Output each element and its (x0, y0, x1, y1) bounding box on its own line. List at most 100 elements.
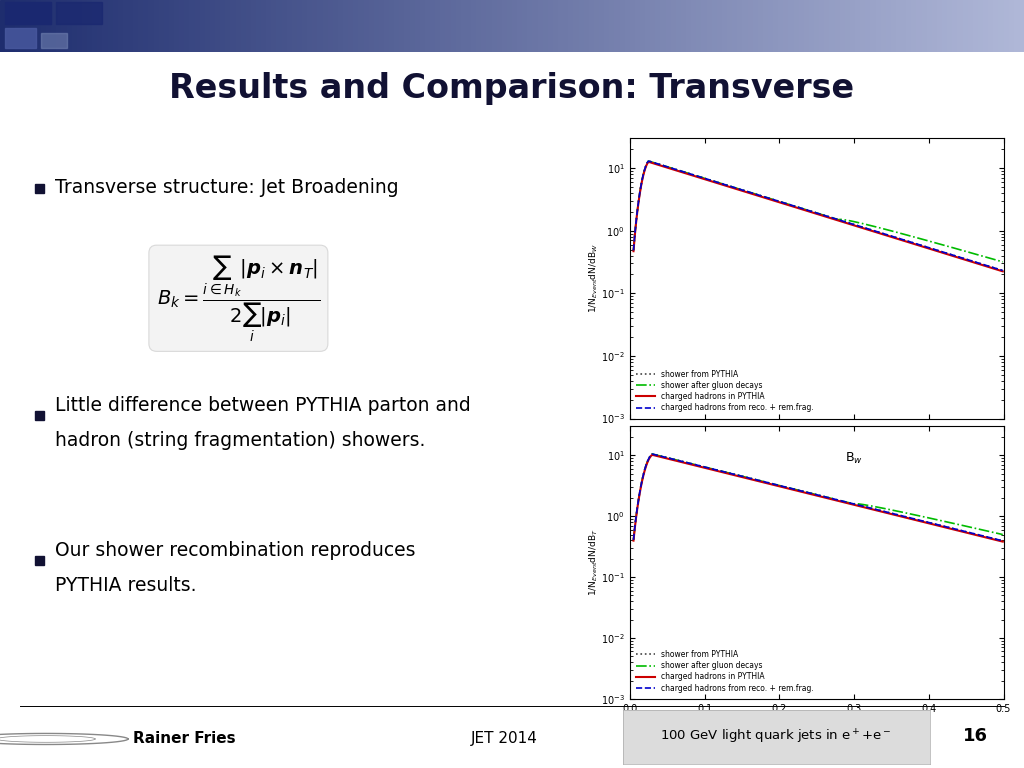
Bar (230, 0, 236, 52)
Bar (143, 0, 148, 52)
Text: 100 GeV light quark jets in e$^+$+e$^-$: 100 GeV light quark jets in e$^+$+e$^-$ (660, 728, 892, 746)
Bar (292, 0, 297, 52)
Bar (860, 0, 865, 52)
Bar (937, 0, 942, 52)
Bar (963, 0, 968, 52)
Bar (727, 0, 732, 52)
Bar (466, 0, 471, 52)
Bar (666, 0, 671, 52)
Text: PYTHIA results.: PYTHIA results. (55, 576, 197, 595)
Bar (911, 0, 916, 52)
Bar (15, 0, 20, 52)
Bar (553, 0, 558, 52)
Bar (630, 0, 635, 52)
Bar (92, 0, 97, 52)
Bar (35, 556, 44, 565)
Bar (220, 0, 225, 52)
Bar (133, 0, 138, 52)
Bar (870, 0, 876, 52)
Bar (973, 0, 978, 52)
Bar (128, 0, 133, 52)
Bar (1009, 0, 1014, 52)
Bar (584, 0, 589, 52)
Bar (302, 0, 307, 52)
Bar (850, 0, 855, 52)
Bar (35, 184, 44, 193)
Bar (527, 0, 532, 52)
Bar (5, 0, 10, 52)
Bar (829, 0, 835, 52)
Bar (835, 0, 840, 52)
Bar (507, 0, 512, 52)
Y-axis label: 1/N$_{Event}$dN/dB$_W$: 1/N$_{Event}$dN/dB$_W$ (587, 243, 599, 313)
Bar (922, 0, 927, 52)
Text: Results and Comparison: Transverse: Results and Comparison: Transverse (169, 72, 855, 105)
Bar (261, 0, 266, 52)
Bar (97, 0, 102, 52)
Bar (317, 0, 323, 52)
Bar (497, 0, 502, 52)
Text: $B_k = \dfrac{\sum_{i \in H_k} |\boldsymbol{p}_i \times \boldsymbol{n}_T|}{2\sum: $B_k = \dfrac{\sum_{i \in H_k} |\boldsym… (157, 253, 321, 343)
Bar (650, 0, 655, 52)
Bar (159, 0, 164, 52)
Bar (763, 0, 768, 52)
Bar (236, 0, 241, 52)
Bar (82, 0, 87, 52)
Bar (148, 0, 154, 52)
Bar (768, 0, 773, 52)
Bar (353, 0, 358, 52)
Bar (753, 0, 758, 52)
Bar (389, 0, 394, 52)
Bar (67, 0, 72, 52)
Text: Little difference between PYTHIA parton and: Little difference between PYTHIA parton … (55, 396, 471, 415)
Bar (41, 34, 67, 48)
Bar (77, 0, 82, 52)
Bar (348, 0, 353, 52)
Bar (988, 0, 993, 52)
Bar (947, 0, 952, 52)
Bar (758, 0, 763, 52)
Bar (343, 0, 348, 52)
Bar (855, 0, 860, 52)
Bar (824, 0, 829, 52)
Bar (1019, 0, 1024, 52)
Text: Our shower recombination reproduces: Our shower recombination reproduces (55, 541, 416, 561)
Bar (845, 0, 850, 52)
Bar (901, 0, 906, 52)
Bar (620, 0, 625, 52)
Bar (164, 0, 169, 52)
Legend: shower from PYTHIA, shower after gluon decays, charged hadrons in PYTHIA, charge: shower from PYTHIA, shower after gluon d… (634, 367, 816, 415)
Bar (701, 0, 707, 52)
Bar (876, 0, 881, 52)
Bar (35, 411, 44, 420)
Bar (686, 0, 691, 52)
Bar (865, 0, 870, 52)
Text: JET 2014: JET 2014 (471, 731, 538, 746)
Bar (56, 2, 102, 24)
Bar (492, 0, 497, 52)
Bar (41, 0, 46, 52)
Bar (563, 0, 568, 52)
Bar (282, 0, 287, 52)
Bar (609, 0, 614, 52)
Bar (512, 0, 517, 52)
Bar (287, 0, 292, 52)
Text: Transverse structure: Jet Broadening: Transverse structure: Jet Broadening (55, 178, 398, 197)
Bar (558, 0, 563, 52)
Bar (773, 0, 778, 52)
Bar (179, 0, 184, 52)
Bar (906, 0, 911, 52)
Bar (118, 0, 123, 52)
Bar (138, 0, 143, 52)
Bar (205, 0, 210, 52)
Bar (794, 0, 799, 52)
Bar (886, 0, 891, 52)
Bar (276, 0, 282, 52)
Bar (737, 0, 742, 52)
Bar (256, 0, 261, 52)
Bar (568, 0, 573, 52)
Bar (660, 0, 666, 52)
Bar (957, 0, 963, 52)
Bar (10, 0, 15, 52)
Bar (543, 0, 548, 52)
